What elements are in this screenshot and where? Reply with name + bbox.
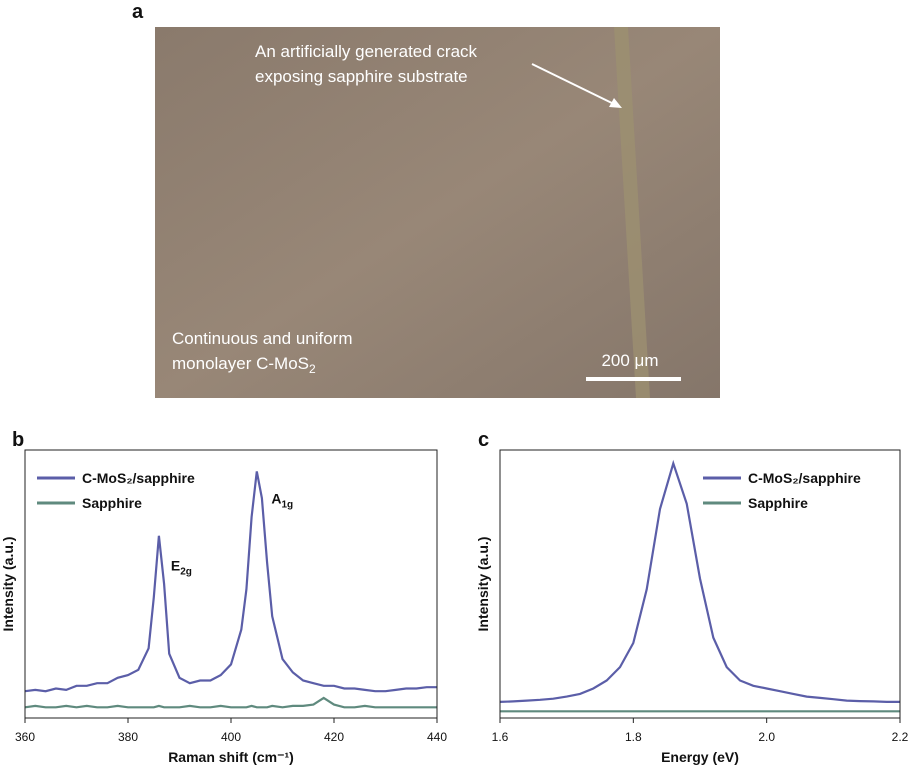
peak-label-sub: 1g: [281, 500, 293, 511]
x-tick-label: 2.2: [892, 730, 909, 744]
x-tick-label: 400: [221, 730, 241, 744]
y-axis-title: Intensity (a.u.): [475, 537, 491, 632]
x-tick-label: 360: [15, 730, 35, 744]
x-axis-title: Energy (eV): [661, 749, 739, 765]
arrow-head: [609, 98, 622, 108]
caption: Continuous and uniform: [172, 329, 353, 348]
scale-bar: [586, 377, 681, 381]
caption-text: monolayer C-MoS: [172, 354, 309, 373]
annotation: An artificially generated crack: [255, 42, 478, 61]
legend-label: C-MoS₂/sapphire: [748, 470, 861, 486]
plot-frame: [24, 449, 438, 719]
series-line: [499, 459, 900, 703]
peak-label-base: A: [271, 491, 281, 507]
y-axis-title: Intensity (a.u.): [0, 537, 16, 632]
legend-label: C-MoS₂/sapphire: [82, 470, 195, 486]
legend-label: Sapphire: [82, 495, 142, 511]
x-axis-title: Raman shift (cm⁻¹): [168, 749, 294, 765]
panel-label: c: [478, 429, 489, 451]
plot-frame: [499, 449, 901, 719]
panel-label: a: [132, 1, 144, 23]
x-tick-label: 440: [427, 730, 447, 744]
peak-label: E2g: [171, 558, 192, 578]
x-tick-label: 1.6: [492, 730, 509, 744]
x-tick-label: 420: [324, 730, 344, 744]
series-line: [24, 471, 437, 693]
peak-label-base: E: [171, 558, 180, 574]
caption: monolayer C-MoS2: [172, 354, 316, 376]
scale-bar-label: 200 μm: [601, 351, 658, 370]
x-tick-label: 1.8: [625, 730, 642, 744]
legend-label: Sapphire: [748, 495, 808, 511]
arrow: [531, 63, 619, 107]
annotation: exposing sapphire substrate: [255, 67, 468, 86]
caption-sub: 2: [309, 362, 316, 376]
x-tick-label: 2.0: [758, 730, 775, 744]
peak-label: A1g: [271, 491, 293, 511]
peak-label-sub: 2g: [180, 567, 192, 578]
x-tick-label: 380: [118, 730, 138, 744]
crack: [614, 27, 650, 398]
series-line: [24, 696, 437, 709]
micrograph: a An artificially generated crack exposi…: [132, 1, 720, 398]
panel-label: b: [12, 429, 24, 451]
